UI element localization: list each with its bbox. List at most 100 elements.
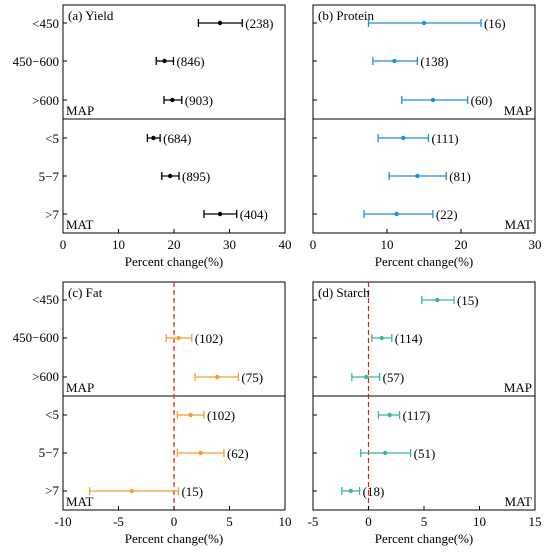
mean-point xyxy=(198,450,203,456)
mean-point xyxy=(394,211,399,217)
x-tick-label: 0 xyxy=(171,514,178,529)
sample-size-label: (102) xyxy=(195,331,223,346)
panels: (a) Yield MAP MAT 0 10 20 30 40 Percent change(%… xyxy=(54,4,542,546)
x-axis-label: Percent change(%) xyxy=(375,254,474,269)
sample-size-label: (846) xyxy=(176,54,204,69)
x-tick-label: 5 xyxy=(421,514,428,529)
x-axis-label: Percent change(%) xyxy=(375,531,474,546)
group-label-map: MAP xyxy=(504,380,532,395)
x-tick-label: 30 xyxy=(223,237,236,252)
sample-size-label: (18) xyxy=(363,484,385,499)
x-tick-label: -5 xyxy=(308,514,319,529)
x-axis-label: Percent change(%) xyxy=(125,531,224,546)
row-label-map-450-600: 450−600 xyxy=(13,330,59,345)
row-labels-top: <450 450−600 >600 <5 5−7 >7 xyxy=(13,16,60,222)
sample-size-label: (51) xyxy=(414,446,436,461)
panel-2: (b) Protein MAP MAT 0 10 20 30 Percent change(%… xyxy=(310,4,542,269)
row-label-mat-5-7: 5−7 xyxy=(39,445,60,460)
panel-title: (d) Starch xyxy=(318,285,370,300)
row-label-map-lt450: <450 xyxy=(32,16,59,31)
panel-3: (c) Fat MAP MAT -10 -5 0 5 10 Percent change(%) (… xyxy=(54,281,292,546)
x-tick-label: 20 xyxy=(455,237,468,252)
row-label-mat-gt7: >7 xyxy=(45,483,59,498)
sample-size-label: (15) xyxy=(457,293,479,308)
mean-point xyxy=(217,20,223,26)
x-tick-label: -5 xyxy=(113,514,124,529)
row-label-map-450-600: 450−600 xyxy=(13,54,59,69)
sample-size-label: (57) xyxy=(383,370,405,385)
sample-size-label: (903) xyxy=(185,93,213,108)
mean-point xyxy=(348,488,353,494)
mean-point xyxy=(430,97,436,103)
x-tick-label: 10 xyxy=(473,514,486,529)
x-axis-label: Percent change(%) xyxy=(125,254,224,269)
x-tick-label: 0 xyxy=(310,237,317,252)
sample-size-label: (75) xyxy=(241,370,263,385)
sample-size-label: (111) xyxy=(431,131,458,146)
panel-title: (b) Protein xyxy=(318,8,374,23)
row-labels-bottom: <450 450−600 >600 <5 5−7 >7 xyxy=(13,292,60,498)
x-tick-label: 10 xyxy=(381,237,394,252)
x-tick-label: 5 xyxy=(226,514,233,529)
sample-size-label: (138) xyxy=(420,54,448,69)
sample-size-label: (117) xyxy=(403,408,431,423)
x-tick-label: 10 xyxy=(112,237,125,252)
mean-point xyxy=(170,97,175,103)
mean-point xyxy=(188,412,193,418)
row-label-map-gt600: >600 xyxy=(32,369,59,384)
mean-point xyxy=(387,412,392,418)
sample-size-label: (81) xyxy=(449,169,471,184)
mean-point xyxy=(379,335,385,341)
sample-size-label: (22) xyxy=(436,207,458,222)
row-label-mat-lt5: <5 xyxy=(45,407,59,422)
mean-point xyxy=(421,20,427,26)
sample-size-label: (15) xyxy=(181,484,203,499)
x-tick-label: 40 xyxy=(279,237,292,252)
group-label-mat: MAT xyxy=(66,217,94,232)
x-tick-label: 20 xyxy=(168,237,181,252)
mean-point xyxy=(392,58,397,64)
mean-point xyxy=(167,173,173,179)
row-label-mat-5-7: 5−7 xyxy=(39,169,60,184)
x-tick-label: 15 xyxy=(529,514,542,529)
x-tick-label: 0 xyxy=(60,237,67,252)
row-label-map-lt450: <450 xyxy=(32,292,59,307)
row-label-map-gt600: >600 xyxy=(32,93,59,108)
sample-size-label: (62) xyxy=(227,446,249,461)
group-label-mat: MAT xyxy=(505,494,533,509)
group-label-map: MAP xyxy=(66,380,94,395)
sample-size-label: (60) xyxy=(471,93,493,108)
sample-size-label: (102) xyxy=(207,408,235,423)
x-tick-label: 30 xyxy=(529,237,542,252)
mean-point xyxy=(129,488,135,494)
x-tick-label: -10 xyxy=(54,514,71,529)
mean-point xyxy=(151,135,156,141)
group-label-map: MAP xyxy=(66,103,94,118)
sample-size-label: (404) xyxy=(240,207,268,222)
mean-point xyxy=(401,135,406,141)
sample-size-label: (238) xyxy=(245,16,273,31)
sample-size-label: (895) xyxy=(182,169,210,184)
mean-point xyxy=(215,374,220,380)
mean-point xyxy=(364,374,369,380)
row-label-mat-lt5: <5 xyxy=(45,131,59,146)
panel-1: (a) Yield MAP MAT 0 10 20 30 40 Percent change(%… xyxy=(60,4,292,269)
sample-size-label: (114) xyxy=(395,331,423,346)
group-label-mat: MAT xyxy=(505,217,533,232)
group-label-map: MAP xyxy=(504,103,532,118)
row-label-mat-gt7: >7 xyxy=(45,207,59,222)
x-tick-label: 10 xyxy=(279,514,292,529)
panel-title: (c) Fat xyxy=(68,285,103,300)
mean-point xyxy=(162,58,167,64)
panel-title: (a) Yield xyxy=(68,8,114,23)
sample-size-label: (16) xyxy=(484,16,506,31)
mean-point xyxy=(415,173,420,179)
panel-4: (d) Starch MAP MAT -5 0 5 10 15 Percent change(%… xyxy=(308,281,542,546)
group-label-mat: MAT xyxy=(66,494,94,509)
mean-point xyxy=(435,297,440,303)
sample-size-label: (684) xyxy=(163,131,191,146)
mean-point xyxy=(382,450,388,456)
x-tick-label: 0 xyxy=(365,514,372,529)
mean-point xyxy=(176,335,181,341)
